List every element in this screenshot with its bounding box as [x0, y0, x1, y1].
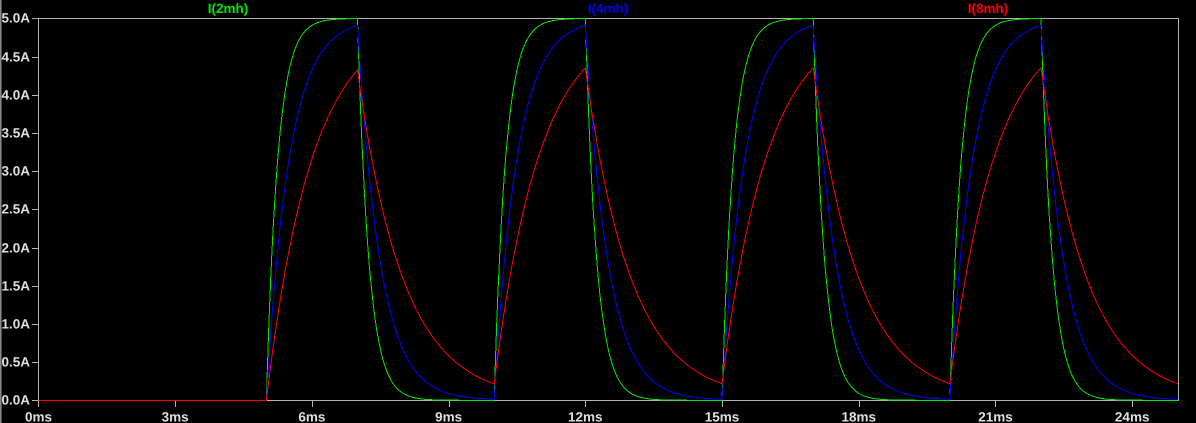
svg-text:I(8mh): I(8mh): [968, 1, 1009, 16]
svg-text:4.5A: 4.5A: [1, 50, 30, 65]
svg-text:I(4mh): I(4mh): [588, 1, 629, 16]
svg-text:9ms: 9ms: [435, 409, 462, 423]
svg-text:24ms: 24ms: [1115, 409, 1150, 423]
svg-text:4.0A: 4.0A: [1, 88, 30, 103]
svg-text:3.0A: 3.0A: [1, 164, 30, 179]
svg-text:I(2mh): I(2mh): [208, 1, 249, 16]
svg-text:3.5A: 3.5A: [1, 126, 30, 141]
svg-text:2.0A: 2.0A: [1, 241, 30, 256]
svg-text:6ms: 6ms: [298, 409, 325, 423]
svg-text:0.5A: 0.5A: [1, 355, 30, 370]
svg-text:21ms: 21ms: [978, 409, 1013, 423]
svg-text:18ms: 18ms: [842, 409, 877, 423]
svg-text:3ms: 3ms: [162, 409, 189, 423]
svg-text:5.0A: 5.0A: [1, 11, 30, 26]
svg-text:1.5A: 1.5A: [1, 279, 30, 294]
svg-text:15ms: 15ms: [705, 409, 740, 423]
svg-text:2.5A: 2.5A: [1, 202, 30, 217]
svg-text:12ms: 12ms: [568, 409, 603, 423]
svg-text:1.0A: 1.0A: [1, 317, 30, 332]
svg-text:0.0A: 0.0A: [1, 393, 30, 408]
svg-text:0ms: 0ms: [25, 409, 52, 423]
